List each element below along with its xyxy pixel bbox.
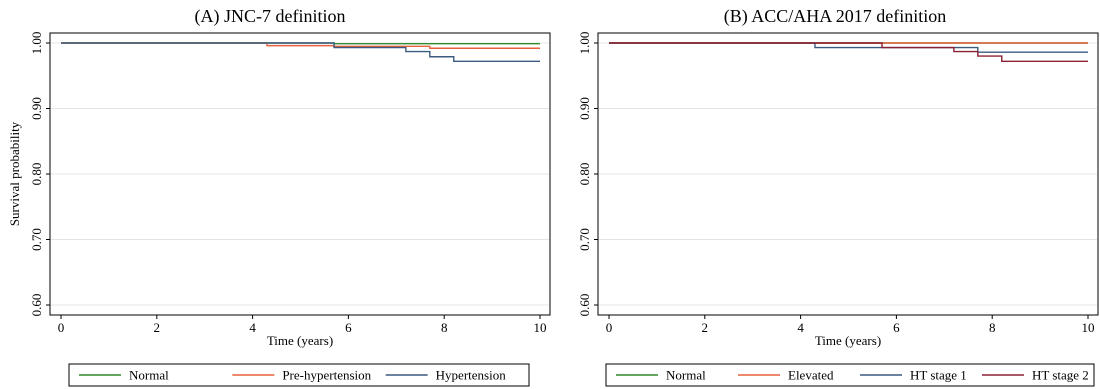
panel-a: (A) JNC-7 definition 0.60 0.70 0.80 0.90 1.00… [7,6,551,387]
y-tick-label: 0.90 [29,97,44,120]
x-tick-label: 10 [534,320,547,335]
x-tick-label: 2 [702,320,709,335]
y-tick-label: 0.80 [29,163,44,186]
chart-title: (B) ACC/AHA 2017 definition [724,6,947,27]
x-tick-label: 6 [345,320,352,335]
x-tick-label: 6 [893,320,900,335]
x-tick-label: 8 [441,320,448,335]
y-tick-label: 1.00 [29,32,44,55]
panel-b: (B) ACC/AHA 2017 definition 0.60 0.70 0.80 0… [577,6,1099,387]
legend-label: HT stage 1 [910,368,967,383]
x-tick-label: 4 [797,320,804,335]
x-tick-label: 10 [1082,320,1095,335]
legend-label: Normal [129,368,169,383]
legend-box [605,363,1095,387]
x-tick-label: 8 [989,320,996,335]
chart-title: (A) JNC-7 definition [195,6,346,27]
x-axis-label: Time (years) [267,333,333,348]
y-tick-label: 0.80 [577,163,592,186]
y-tick-label: 1.00 [577,32,592,55]
x-tick-label: 0 [58,320,65,335]
y-tick-label: 0.60 [29,294,44,317]
legend-label: Pre-hypertension [282,368,371,383]
y-tick-label: 0.60 [577,294,592,317]
series-line-ht-stage-2 [609,42,1088,63]
y-tick-label: 0.90 [577,97,592,120]
x-tick-label: 0 [606,320,613,335]
x-tick-label: 4 [249,320,256,335]
y-tick-label: 0.70 [29,228,44,251]
legend-label: Elevated [788,368,834,383]
legend-label: Normal [666,368,706,383]
y-tick-label: 0.70 [577,228,592,251]
legend-box [68,363,530,387]
legend-label: HT stage 2 [1032,368,1089,383]
x-tick-label: 2 [154,320,161,335]
y-axis-label: Survival probability [7,121,22,226]
series-line-hypertension [61,42,540,63]
x-axis-label: Time (years) [815,333,881,348]
legend-label: Hypertension [436,368,507,383]
